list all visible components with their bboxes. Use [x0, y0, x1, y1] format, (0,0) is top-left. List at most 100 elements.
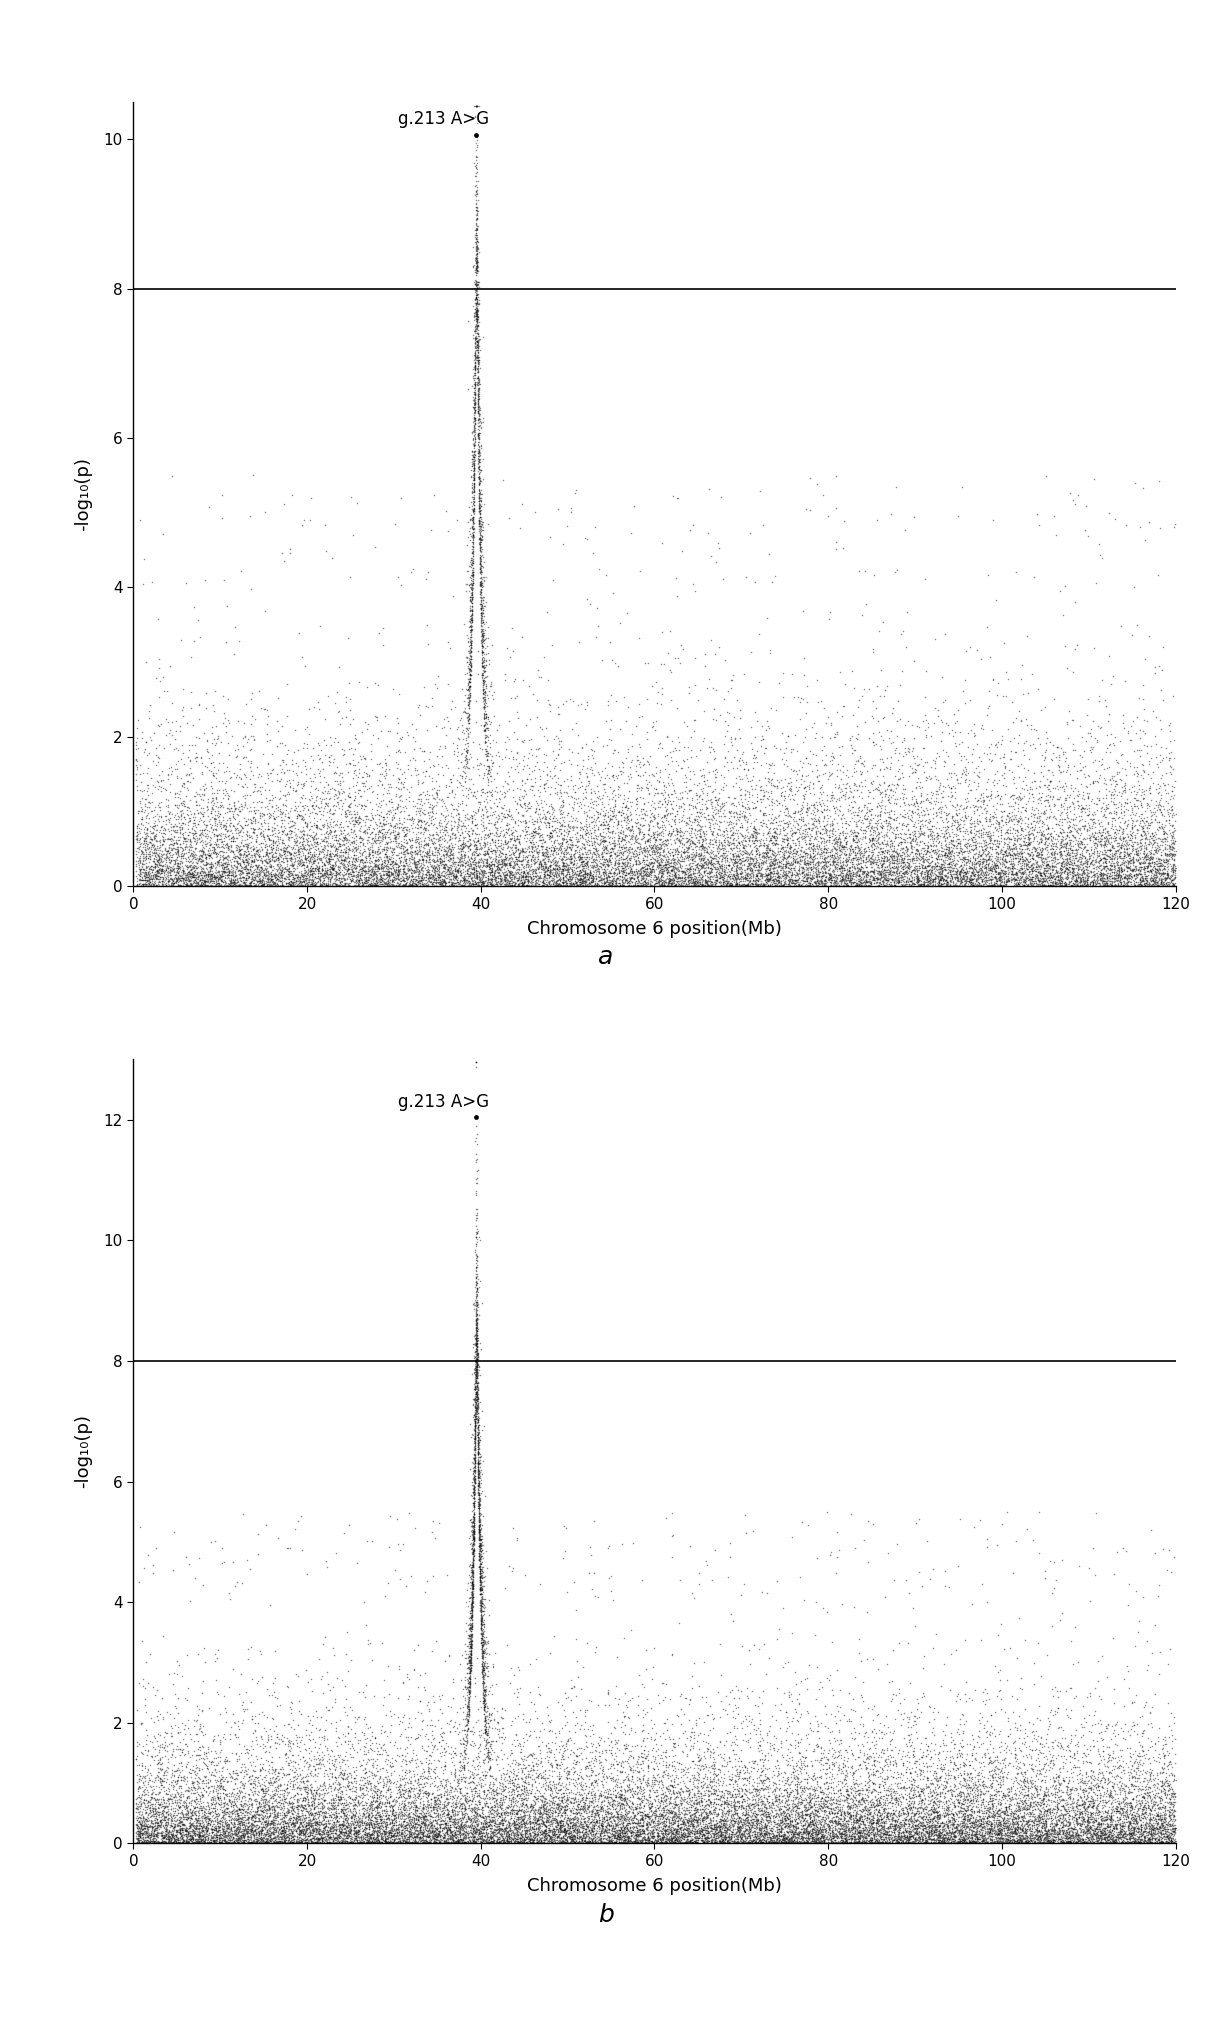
- Point: [858, 803, 877, 835]
- Point: [549, 868, 568, 900]
- Point: [933, 780, 953, 813]
- Point: [732, 1817, 751, 1850]
- Point: [1093, 1760, 1113, 1793]
- Point: [612, 833, 631, 866]
- Point: [631, 1823, 651, 1856]
- Point: [835, 835, 854, 868]
- Point: [463, 1524, 482, 1556]
- Point: [990, 858, 1010, 890]
- Point: [692, 1815, 711, 1848]
- Point: [293, 1801, 313, 1833]
- Point: [934, 868, 954, 900]
- Point: [398, 1793, 417, 1825]
- Point: [892, 1770, 911, 1803]
- Point: [562, 856, 582, 888]
- Point: [907, 866, 926, 898]
- Point: [911, 1807, 931, 1839]
- Point: [570, 868, 589, 900]
- Point: [1098, 1821, 1117, 1854]
- Point: [234, 1819, 253, 1852]
- Point: [544, 860, 564, 892]
- Point: [652, 615, 671, 648]
- Point: [796, 713, 816, 746]
- Point: [732, 796, 751, 829]
- Point: [255, 1811, 274, 1843]
- Point: [652, 1784, 671, 1817]
- Point: [1050, 1823, 1069, 1856]
- Point: [332, 829, 351, 862]
- Point: [463, 416, 482, 448]
- Point: [448, 866, 468, 898]
- Point: [955, 1780, 974, 1813]
- Point: [1063, 819, 1082, 851]
- Point: [859, 1786, 879, 1819]
- Point: [401, 864, 421, 896]
- Point: [630, 1803, 650, 1835]
- Point: [634, 809, 653, 841]
- Point: [635, 839, 654, 872]
- Point: [951, 849, 971, 882]
- Point: [598, 1791, 617, 1823]
- Point: [474, 1674, 493, 1707]
- Point: [474, 1813, 493, 1846]
- Point: [818, 1770, 837, 1803]
- Point: [753, 1687, 772, 1719]
- Point: [503, 780, 522, 813]
- Point: [741, 1799, 760, 1831]
- Point: [739, 776, 759, 809]
- Point: [976, 1823, 995, 1856]
- Point: [773, 1821, 793, 1854]
- Point: [347, 851, 366, 884]
- Point: [1045, 1780, 1064, 1813]
- Point: [846, 862, 865, 894]
- Point: [462, 581, 481, 613]
- Point: [548, 837, 567, 870]
- Point: [608, 758, 628, 790]
- Point: [470, 1530, 490, 1562]
- Point: [1104, 837, 1124, 870]
- Point: [208, 1809, 228, 1841]
- Point: [234, 1805, 253, 1837]
- Point: [338, 1805, 358, 1837]
- Point: [937, 707, 956, 739]
- Point: [469, 1505, 488, 1538]
- Point: [382, 1813, 401, 1846]
- Point: [219, 823, 239, 856]
- Point: [395, 1825, 415, 1858]
- Point: [834, 837, 853, 870]
- Point: [358, 784, 377, 817]
- Point: [465, 267, 485, 299]
- Point: [791, 1825, 811, 1858]
- Point: [1027, 1815, 1046, 1848]
- Point: [652, 1797, 671, 1829]
- Point: [847, 1795, 867, 1827]
- Point: [438, 1815, 457, 1848]
- Point: [1004, 1817, 1023, 1850]
- Point: [471, 1599, 491, 1632]
- Point: [452, 868, 471, 900]
- Point: [1005, 837, 1024, 870]
- Point: [676, 1813, 696, 1846]
- Point: [805, 1815, 824, 1848]
- Point: [567, 815, 587, 847]
- Point: [1164, 849, 1183, 882]
- Point: [955, 1799, 974, 1831]
- Point: [920, 1805, 939, 1837]
- Point: [1084, 819, 1103, 851]
- Point: [498, 1811, 518, 1843]
- Point: [229, 1821, 248, 1854]
- Point: [388, 790, 407, 823]
- Point: [585, 1579, 605, 1611]
- Point: [453, 831, 473, 864]
- Point: [497, 1825, 516, 1858]
- Point: [962, 868, 982, 900]
- Point: [515, 1766, 534, 1799]
- Point: [411, 805, 430, 837]
- Point: [647, 1799, 667, 1831]
- Point: [182, 693, 201, 725]
- Point: [833, 858, 852, 890]
- Point: [238, 1791, 257, 1823]
- Point: [1131, 788, 1150, 821]
- Point: [1133, 1780, 1153, 1813]
- Point: [336, 1799, 355, 1831]
